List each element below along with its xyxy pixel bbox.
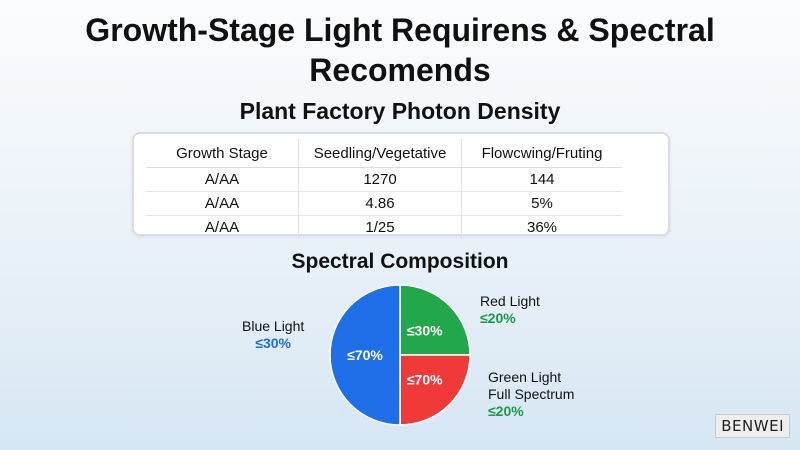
table-row: A/AA 1270 144 bbox=[146, 167, 622, 192]
pie-slice-red bbox=[399, 354, 471, 426]
table-row: A/AA 1/25 36% bbox=[146, 215, 622, 239]
table-cell: 36% bbox=[526, 219, 558, 236]
red-light-value: ≤20% bbox=[480, 310, 516, 326]
blue-light-label: Blue Light bbox=[242, 318, 305, 334]
pie-slice-green bbox=[399, 284, 471, 356]
header-growth-stage: Growth Stage bbox=[146, 139, 299, 168]
red-light-annotation: Red Light ≤20% bbox=[480, 293, 540, 327]
pie-label-green: ≤30% bbox=[407, 322, 443, 338]
pie-label-blue: ≤70% bbox=[347, 347, 383, 363]
header-seedling-vegetative: Seedling/Vegetative bbox=[298, 139, 462, 168]
table-cell: 1/25 bbox=[298, 215, 462, 239]
table-cell: A/AA bbox=[146, 215, 299, 239]
table-cell: A/AA bbox=[146, 167, 299, 192]
page-title: Growth-Stage Light Requirens & Spectral … bbox=[85, 12, 715, 88]
header-flowering-fruiting: Flowcwing/Fruting bbox=[461, 139, 622, 168]
blue-light-annotation: Blue Light ≤30% bbox=[242, 318, 304, 352]
table-cell: 1270 bbox=[298, 167, 462, 192]
table-cell: 144 bbox=[461, 167, 622, 192]
chart-title: Spectral Composition bbox=[291, 250, 509, 273]
table-row: A/AA 4.86 5% bbox=[146, 191, 622, 216]
green-light-value: ≤20% bbox=[488, 403, 524, 419]
full-spectrum-label: Full Spectrum bbox=[488, 386, 575, 402]
pie-slice-blue bbox=[329, 284, 401, 426]
photon-density-table-card: Growth Stage Seedling/Vegetative Flowcwi… bbox=[132, 132, 670, 239]
table-title: Plant Factory Photon Density bbox=[239, 98, 561, 124]
red-light-label: Red Light bbox=[480, 293, 540, 309]
green-light-label: Green Light bbox=[488, 369, 562, 385]
watermark-badge: BENWEI bbox=[715, 414, 790, 438]
table-cell: A/AA bbox=[146, 191, 299, 216]
photon-density-table: Growth Stage Seedling/Vegetative Flowcwi… bbox=[146, 139, 622, 239]
blue-light-value: ≤30% bbox=[255, 335, 291, 351]
green-light-annotation: Green Light Full Spectrum ≤20% bbox=[488, 369, 574, 420]
table-cell: 4.86 bbox=[298, 191, 462, 216]
table-header-row: Growth Stage Seedling/Vegetative Flowcwi… bbox=[146, 139, 622, 168]
table-cell: 5% bbox=[461, 191, 622, 216]
pie-label-red: ≤70% bbox=[407, 372, 443, 388]
